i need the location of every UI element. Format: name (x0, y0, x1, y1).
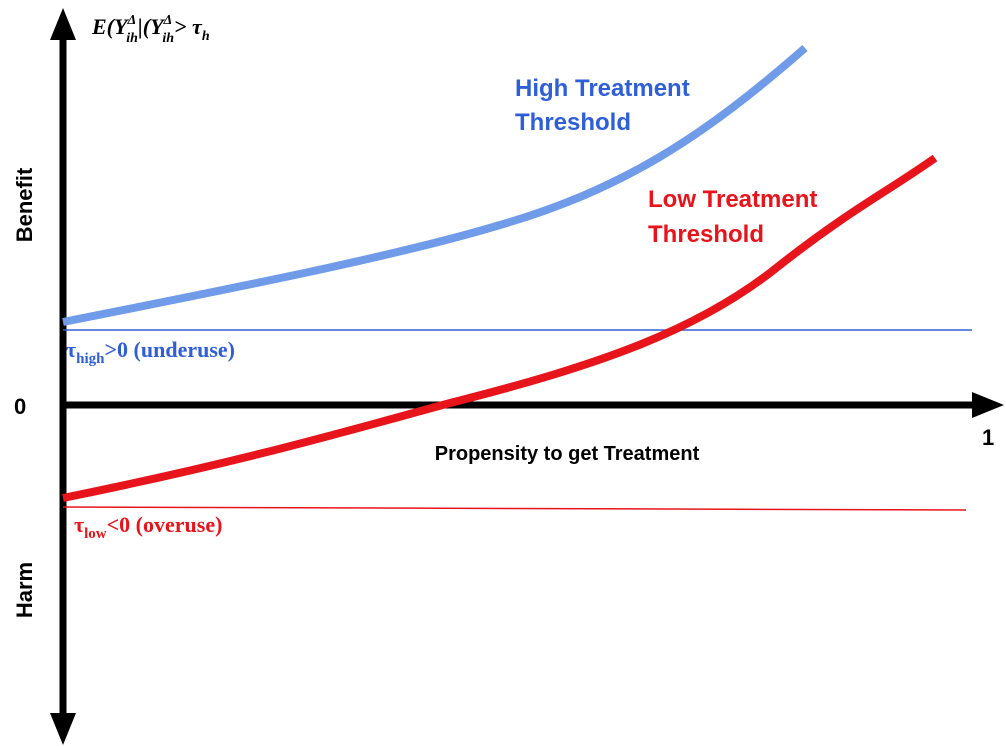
axes (59, 30, 985, 730)
text-part: high (76, 351, 105, 367)
threshold-low-label: τlow<0 (overuse) (74, 512, 222, 542)
text-part: Δ (126, 13, 136, 28)
harm-label: Harm (12, 562, 37, 618)
text-part: > τ (174, 14, 203, 39)
arrow-up (50, 8, 76, 40)
y-axis-label: E(YΔ ih|(YΔ ih> τh (91, 13, 210, 46)
text-part: low (84, 526, 107, 542)
text-part: |(Y (138, 14, 166, 39)
x-axis-label: Propensity to get Treatment (435, 443, 700, 465)
threshold-high-label: τhigh>0 (underuse) (66, 337, 235, 367)
high-curve (62, 44, 808, 326)
zero-label: 0 (14, 394, 26, 419)
text-part: ih (162, 31, 174, 46)
high-curve-label: High Treatment Threshold (515, 75, 690, 136)
text-part: ih (126, 31, 138, 46)
arrow-right (972, 392, 1004, 418)
text-part: Low Treatment (648, 186, 817, 213)
text-part: τ (66, 337, 76, 362)
text-part: E(Y (91, 14, 130, 39)
text-part: <0 (overuse) (107, 512, 223, 537)
benefit-label: Benefit (12, 167, 37, 242)
text-part: h (202, 29, 210, 44)
one-label: 1 (982, 425, 994, 450)
text-part: >0 (underuse) (105, 337, 236, 362)
text-part: High Treatment (515, 75, 690, 102)
threshold-low-line (62, 506, 967, 511)
text-part: Threshold (515, 109, 631, 136)
text-part: Δ (163, 13, 173, 28)
text-part: τ (74, 512, 84, 537)
low-curve (62, 154, 938, 502)
arrow-down (50, 713, 76, 745)
text-part: Threshold (648, 221, 764, 248)
low-curve-label: Low Treatment Threshold (648, 186, 817, 248)
